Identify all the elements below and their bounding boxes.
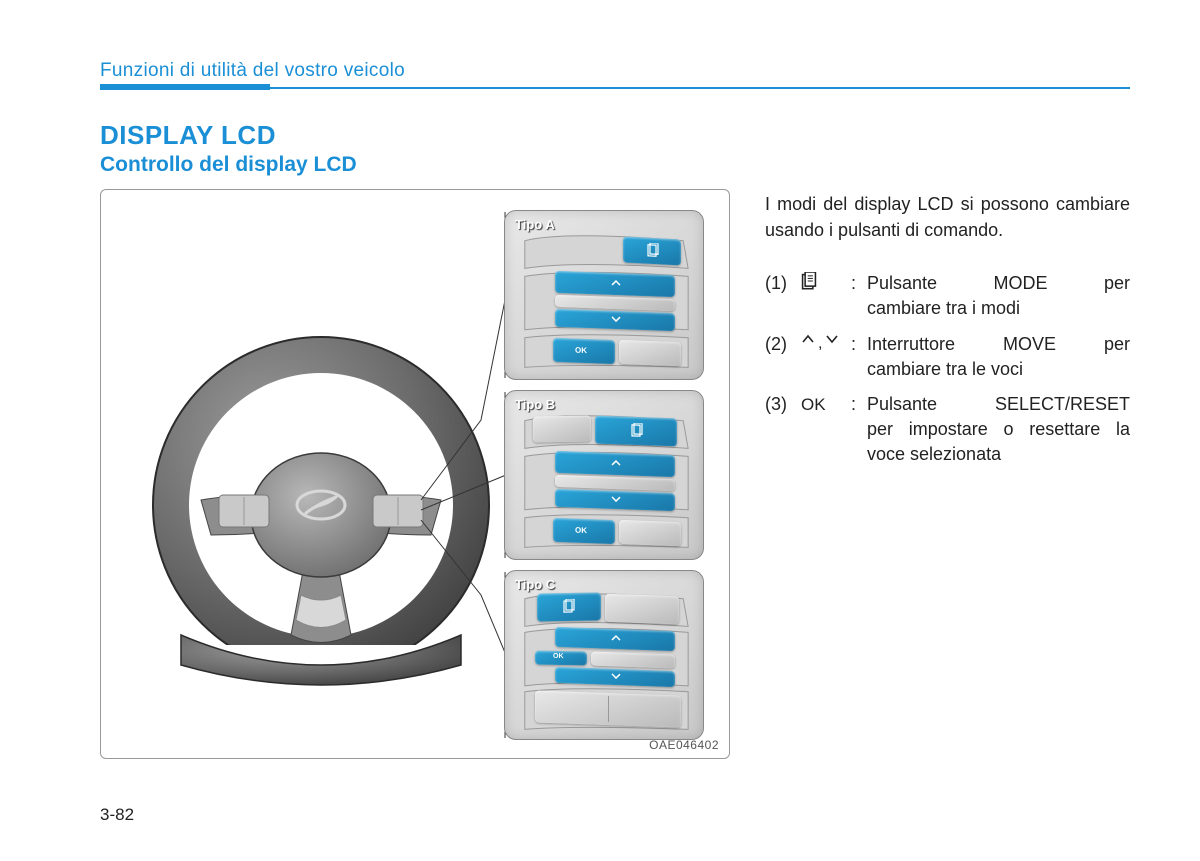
- detail-panel-a: Tipo A: [504, 210, 704, 380]
- subsection-title: Controllo del display LCD: [100, 153, 1130, 177]
- ok-button: OK: [553, 338, 615, 364]
- item-1-num: (1): [765, 271, 795, 321]
- item-3-num: (3): [765, 392, 795, 468]
- colon: :: [851, 332, 861, 382]
- chevron-up-icon: [611, 634, 621, 642]
- ok-symbol: OK: [801, 392, 845, 468]
- header-accent: [100, 84, 270, 90]
- mode-icon: [801, 271, 845, 321]
- grey-button-a: [619, 340, 681, 366]
- grey-button-c2: [535, 690, 681, 727]
- up-button-b: [555, 451, 675, 477]
- up-button: [555, 271, 675, 297]
- updown-icon: ,: [801, 332, 845, 382]
- ok-button-b: OK: [553, 518, 615, 544]
- colon: :: [851, 271, 861, 321]
- steering-wheel-svg: [141, 335, 501, 695]
- item-2-text: Interruttore MOVE per cambiare tra le vo…: [867, 332, 1130, 382]
- ok-label: OK: [575, 526, 587, 535]
- mode-icon: [631, 423, 643, 437]
- center-nub-c: [591, 652, 675, 669]
- mode-icon: [563, 599, 575, 613]
- chevron-down-icon: [825, 333, 839, 345]
- chevron-up-icon: [801, 333, 815, 345]
- detail-panel-c: Tipo C OK: [504, 570, 704, 740]
- colon: :: [851, 392, 861, 468]
- figure-code: OAE046402: [649, 738, 719, 752]
- chevron-up-icon: [611, 279, 621, 287]
- item-1: (1) : Pulsante MODE per cambiare tra i m…: [765, 271, 1130, 321]
- chevron-up-icon: [611, 459, 621, 467]
- mode-button-c: [537, 592, 601, 621]
- chevron-down-icon: [611, 315, 621, 323]
- mode-icon: [647, 243, 659, 258]
- item-2-num: (2): [765, 332, 795, 382]
- page-number: 3-82: [100, 805, 134, 825]
- chapter-title: Funzioni di utilità del vostro veicolo: [100, 60, 1130, 82]
- item-1-text: Pulsante MODE per cambiare tra i modi: [867, 271, 1130, 321]
- text-column: I modi del display LCD si possono cambia…: [765, 189, 1130, 759]
- ok-label: OK: [553, 653, 564, 660]
- chevron-down-icon: [611, 672, 621, 680]
- item-3-text: Pulsante SELECT/RESET per impostare o re…: [867, 392, 1130, 468]
- grey-button-b2: [619, 520, 681, 546]
- item-3: (3) OK : Pulsante SELECT/RESET per impos…: [765, 392, 1130, 468]
- detail-panel-b: Tipo B: [504, 390, 704, 560]
- mode-button: [623, 236, 681, 265]
- item-2: (2) , : Interruttore MOVE per cambiare t…: [765, 332, 1130, 382]
- figure: Tipo A: [100, 189, 730, 759]
- steering-wheel: [141, 335, 501, 695]
- page: Funzioni di utilità del vostro veicolo D…: [0, 0, 1200, 861]
- grey-button-c1: [605, 594, 679, 625]
- grey-button-b1: [533, 415, 591, 442]
- ok-button-c: OK: [535, 651, 587, 666]
- up-button-c: [555, 627, 675, 651]
- content-row: Tipo A: [100, 189, 1130, 759]
- mode-button-b: [595, 416, 677, 447]
- ok-label: OK: [575, 346, 587, 355]
- section-title: DISPLAY LCD: [100, 120, 1130, 151]
- intro-text: I modi del display LCD si possono cambia…: [765, 191, 1130, 243]
- chevron-down-icon: [611, 495, 621, 503]
